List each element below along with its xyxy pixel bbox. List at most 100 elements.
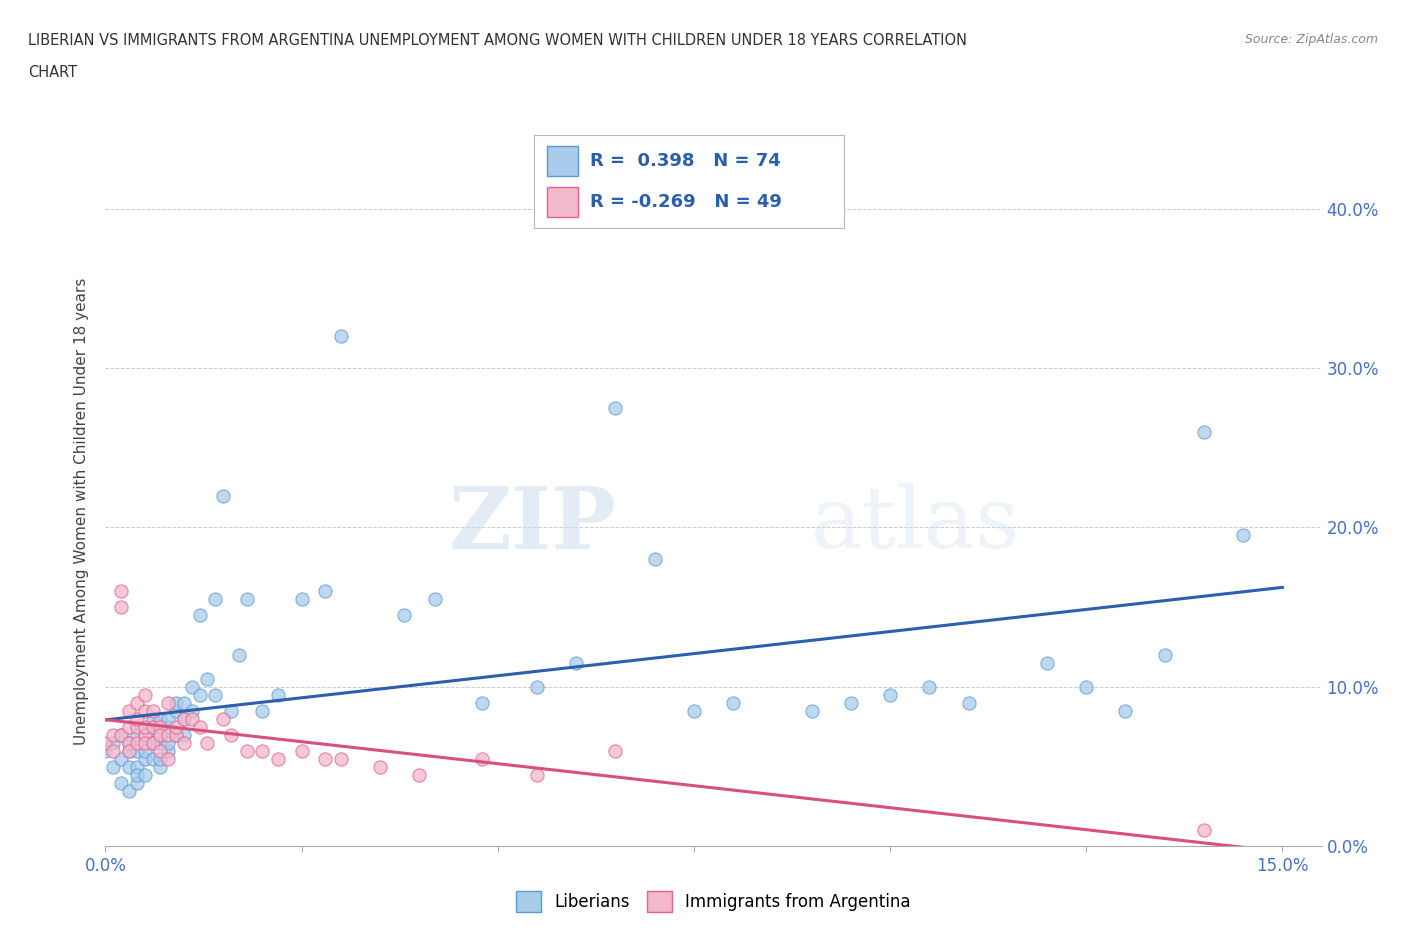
- Point: [219, 727, 242, 742]
- Point: [165, 696, 187, 711]
- Point: [110, 727, 132, 742]
- Point: [157, 719, 180, 734]
- Point: [149, 736, 172, 751]
- Point: [180, 680, 202, 695]
- Point: [125, 743, 148, 758]
- Point: [188, 607, 211, 622]
- Point: [173, 727, 195, 742]
- Point: [204, 591, 226, 606]
- Point: [134, 751, 156, 766]
- Point: [526, 680, 548, 695]
- Point: [149, 727, 172, 742]
- Point: [1192, 823, 1215, 838]
- Point: [157, 711, 180, 726]
- Point: [125, 696, 148, 711]
- Point: [118, 743, 141, 758]
- Point: [134, 687, 156, 702]
- Point: [134, 727, 156, 742]
- Point: [165, 727, 187, 742]
- Point: [134, 767, 156, 782]
- Point: [228, 647, 250, 662]
- Point: [918, 680, 941, 695]
- Point: [149, 759, 172, 774]
- Point: [605, 743, 627, 758]
- Point: [180, 703, 202, 718]
- Point: [125, 736, 148, 751]
- Point: [125, 727, 148, 742]
- Point: [471, 751, 494, 766]
- Point: [149, 727, 172, 742]
- Point: [314, 751, 336, 766]
- Point: [267, 751, 290, 766]
- Point: [173, 696, 195, 711]
- Point: [149, 743, 172, 758]
- Point: [94, 736, 117, 751]
- Point: [879, 687, 901, 702]
- Point: [368, 759, 391, 774]
- Point: [118, 736, 141, 751]
- Point: [1076, 680, 1098, 695]
- Point: [94, 743, 117, 758]
- Point: [180, 711, 202, 726]
- Point: [252, 703, 274, 718]
- Point: [134, 727, 156, 742]
- Point: [141, 703, 163, 718]
- Point: [125, 719, 148, 734]
- Point: [157, 727, 180, 742]
- Point: [118, 703, 141, 718]
- Point: [957, 696, 980, 711]
- Point: [157, 696, 180, 711]
- Point: [197, 736, 219, 751]
- Point: [683, 703, 706, 718]
- Point: [110, 727, 132, 742]
- Point: [125, 767, 148, 782]
- Text: atlas: atlas: [811, 484, 1019, 566]
- Text: LIBERIAN VS IMMIGRANTS FROM ARGENTINA UNEMPLOYMENT AMONG WOMEN WITH CHILDREN UND: LIBERIAN VS IMMIGRANTS FROM ARGENTINA UN…: [28, 33, 967, 47]
- FancyBboxPatch shape: [547, 146, 578, 176]
- Point: [141, 736, 163, 751]
- Point: [141, 711, 163, 726]
- Point: [110, 584, 132, 599]
- Point: [329, 751, 352, 766]
- Legend: Liberians, Immigrants from Argentina: Liberians, Immigrants from Argentina: [510, 884, 917, 918]
- Point: [197, 671, 219, 686]
- Point: [118, 719, 141, 734]
- Text: CHART: CHART: [28, 65, 77, 80]
- Point: [188, 687, 211, 702]
- Point: [173, 711, 195, 726]
- Point: [125, 759, 148, 774]
- Point: [134, 743, 156, 758]
- Point: [103, 736, 125, 751]
- Point: [149, 719, 172, 734]
- Point: [110, 751, 132, 766]
- Point: [1232, 528, 1254, 543]
- Text: Source: ZipAtlas.com: Source: ZipAtlas.com: [1244, 33, 1378, 46]
- Text: R =  0.398   N = 74: R = 0.398 N = 74: [591, 152, 780, 170]
- Point: [1153, 647, 1175, 662]
- Point: [423, 591, 446, 606]
- Point: [118, 736, 141, 751]
- Text: R = -0.269   N = 49: R = -0.269 N = 49: [591, 193, 782, 211]
- Point: [157, 736, 180, 751]
- Point: [526, 767, 548, 782]
- Point: [212, 488, 235, 503]
- Text: ZIP: ZIP: [449, 483, 616, 567]
- Point: [125, 775, 148, 790]
- Point: [219, 703, 242, 718]
- Point: [291, 743, 314, 758]
- Point: [565, 656, 588, 671]
- Point: [165, 719, 187, 734]
- Point: [204, 687, 226, 702]
- Point: [1114, 703, 1136, 718]
- Point: [471, 696, 494, 711]
- Point: [1192, 424, 1215, 439]
- Point: [839, 696, 862, 711]
- Point: [267, 687, 290, 702]
- Point: [110, 600, 132, 615]
- Point: [149, 711, 172, 726]
- Point: [408, 767, 430, 782]
- Point: [173, 736, 195, 751]
- Point: [1036, 656, 1059, 671]
- Point: [173, 711, 195, 726]
- Point: [392, 607, 415, 622]
